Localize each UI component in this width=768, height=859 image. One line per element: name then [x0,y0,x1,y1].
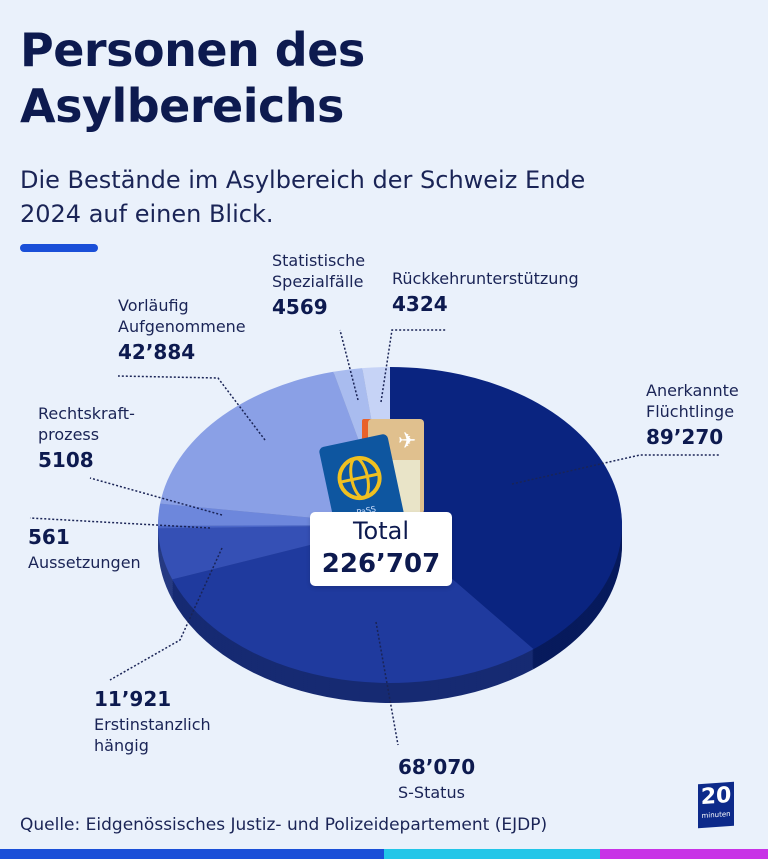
stripe-cyan [384,849,600,859]
label-erstinstanzlich: 11’921 Erstinstanzlich hängig [94,687,211,755]
leader-line [89,477,223,516]
leader-line [339,329,359,401]
leader-line [375,621,399,746]
leader-line [511,454,720,485]
label-vorlaeufig: Vorläufig Aufgenommene 42’884 [118,296,246,364]
leader-line [117,375,266,441]
20-minuten-logo: 20 minuten [698,781,734,829]
label-anerkannte: Anerkannte Flüchtlinge 89’270 [646,381,739,449]
label-rechtskraft: Rechtskraft-prozess 5108 [38,404,135,472]
accent-bar [20,244,98,252]
svg-text:✈: ✈ [398,429,416,454]
page-title: Personen des Asylbereichs [20,23,365,133]
total-box: Total 226’707 [310,512,452,586]
leader-line [380,329,446,403]
label-s-status: 68’070 S-Status [398,755,476,802]
label-aussetzungen: 561 Aussetzungen [28,525,141,572]
label-statistische: Statistische Spezialfälle 4569 [272,251,366,319]
subtitle: Die Bestände im Asylbereich der Schweiz … [20,166,586,228]
pie-slice [390,367,622,650]
leader-line [109,547,223,681]
passport-ticket-icon: ✈PaSS [319,419,424,536]
stripe-magenta [600,849,768,859]
source-note: Quelle: Eidgenössisches Justiz- und Poli… [20,815,548,835]
pie-slice [172,525,534,684]
label-rueckkehr: Rückkehrunterstützung 4324 [392,269,579,316]
stripe-blue [0,849,384,859]
